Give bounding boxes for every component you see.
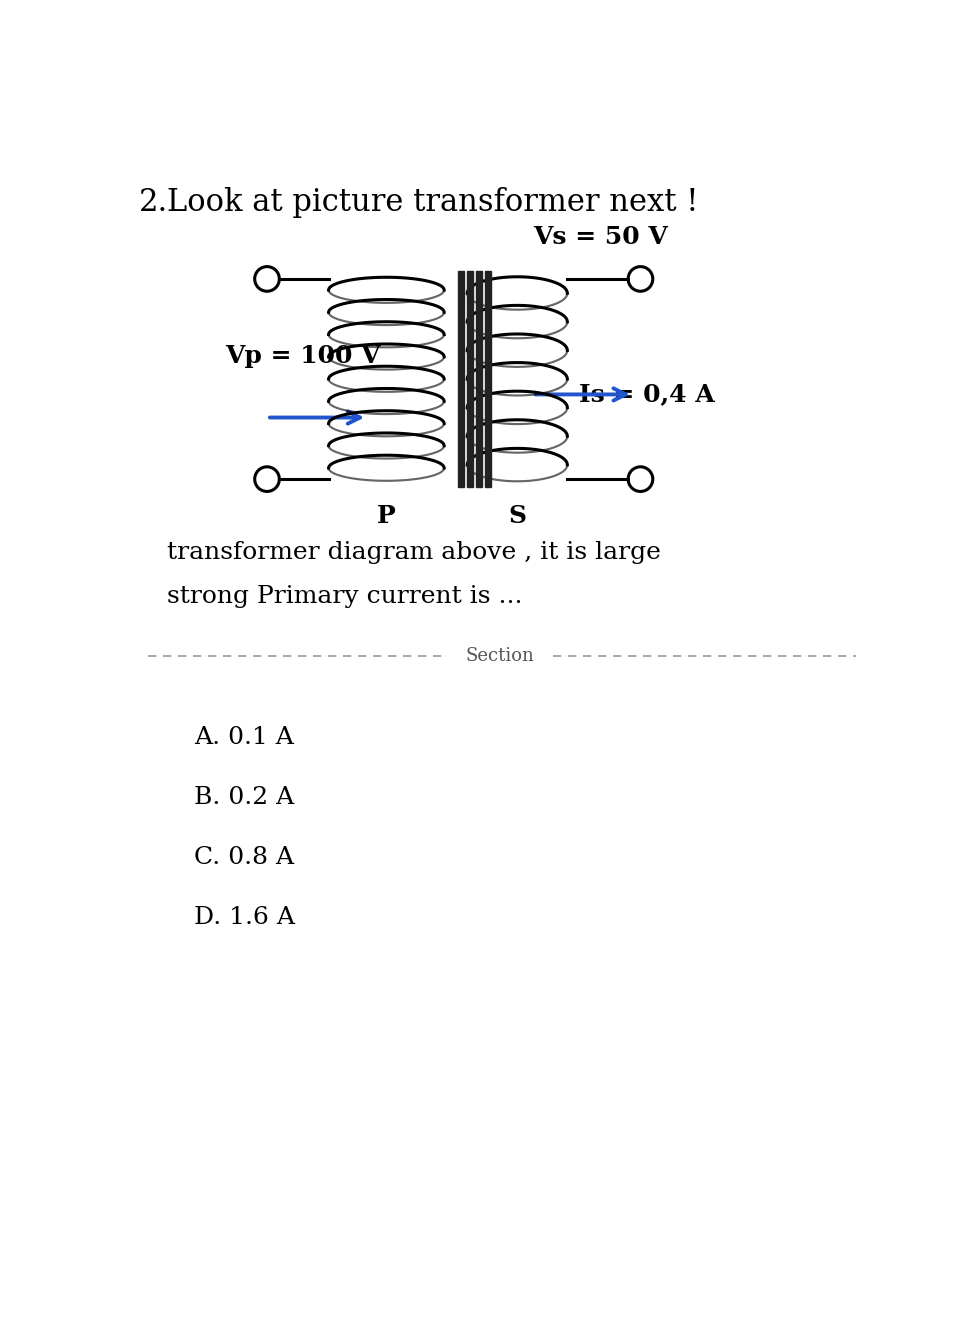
Text: P: P — [377, 504, 396, 528]
Bar — [485, 271, 491, 487]
Text: Look at picture transformer next !: Look at picture transformer next ! — [167, 187, 699, 217]
Text: Vp = 100 V: Vp = 100 V — [225, 344, 380, 367]
Bar — [476, 271, 482, 487]
Text: D. 1.6 A: D. 1.6 A — [193, 906, 295, 928]
Text: strong Primary current is ...: strong Primary current is ... — [167, 585, 523, 608]
Text: C. 0.8 A: C. 0.8 A — [193, 846, 294, 869]
Bar — [467, 271, 474, 487]
Text: Vs = 50 V: Vs = 50 V — [532, 225, 667, 249]
Text: S: S — [508, 504, 527, 528]
Text: A. 0.1 A: A. 0.1 A — [193, 726, 294, 748]
Bar — [458, 271, 464, 487]
Text: 2.: 2. — [139, 187, 168, 217]
Text: transformer diagram above , it is large: transformer diagram above , it is large — [167, 541, 660, 564]
Text: Section: Section — [466, 647, 534, 665]
Text: Is = 0,4 A: Is = 0,4 A — [578, 382, 714, 407]
Text: B. 0.2 A: B. 0.2 A — [193, 785, 294, 809]
